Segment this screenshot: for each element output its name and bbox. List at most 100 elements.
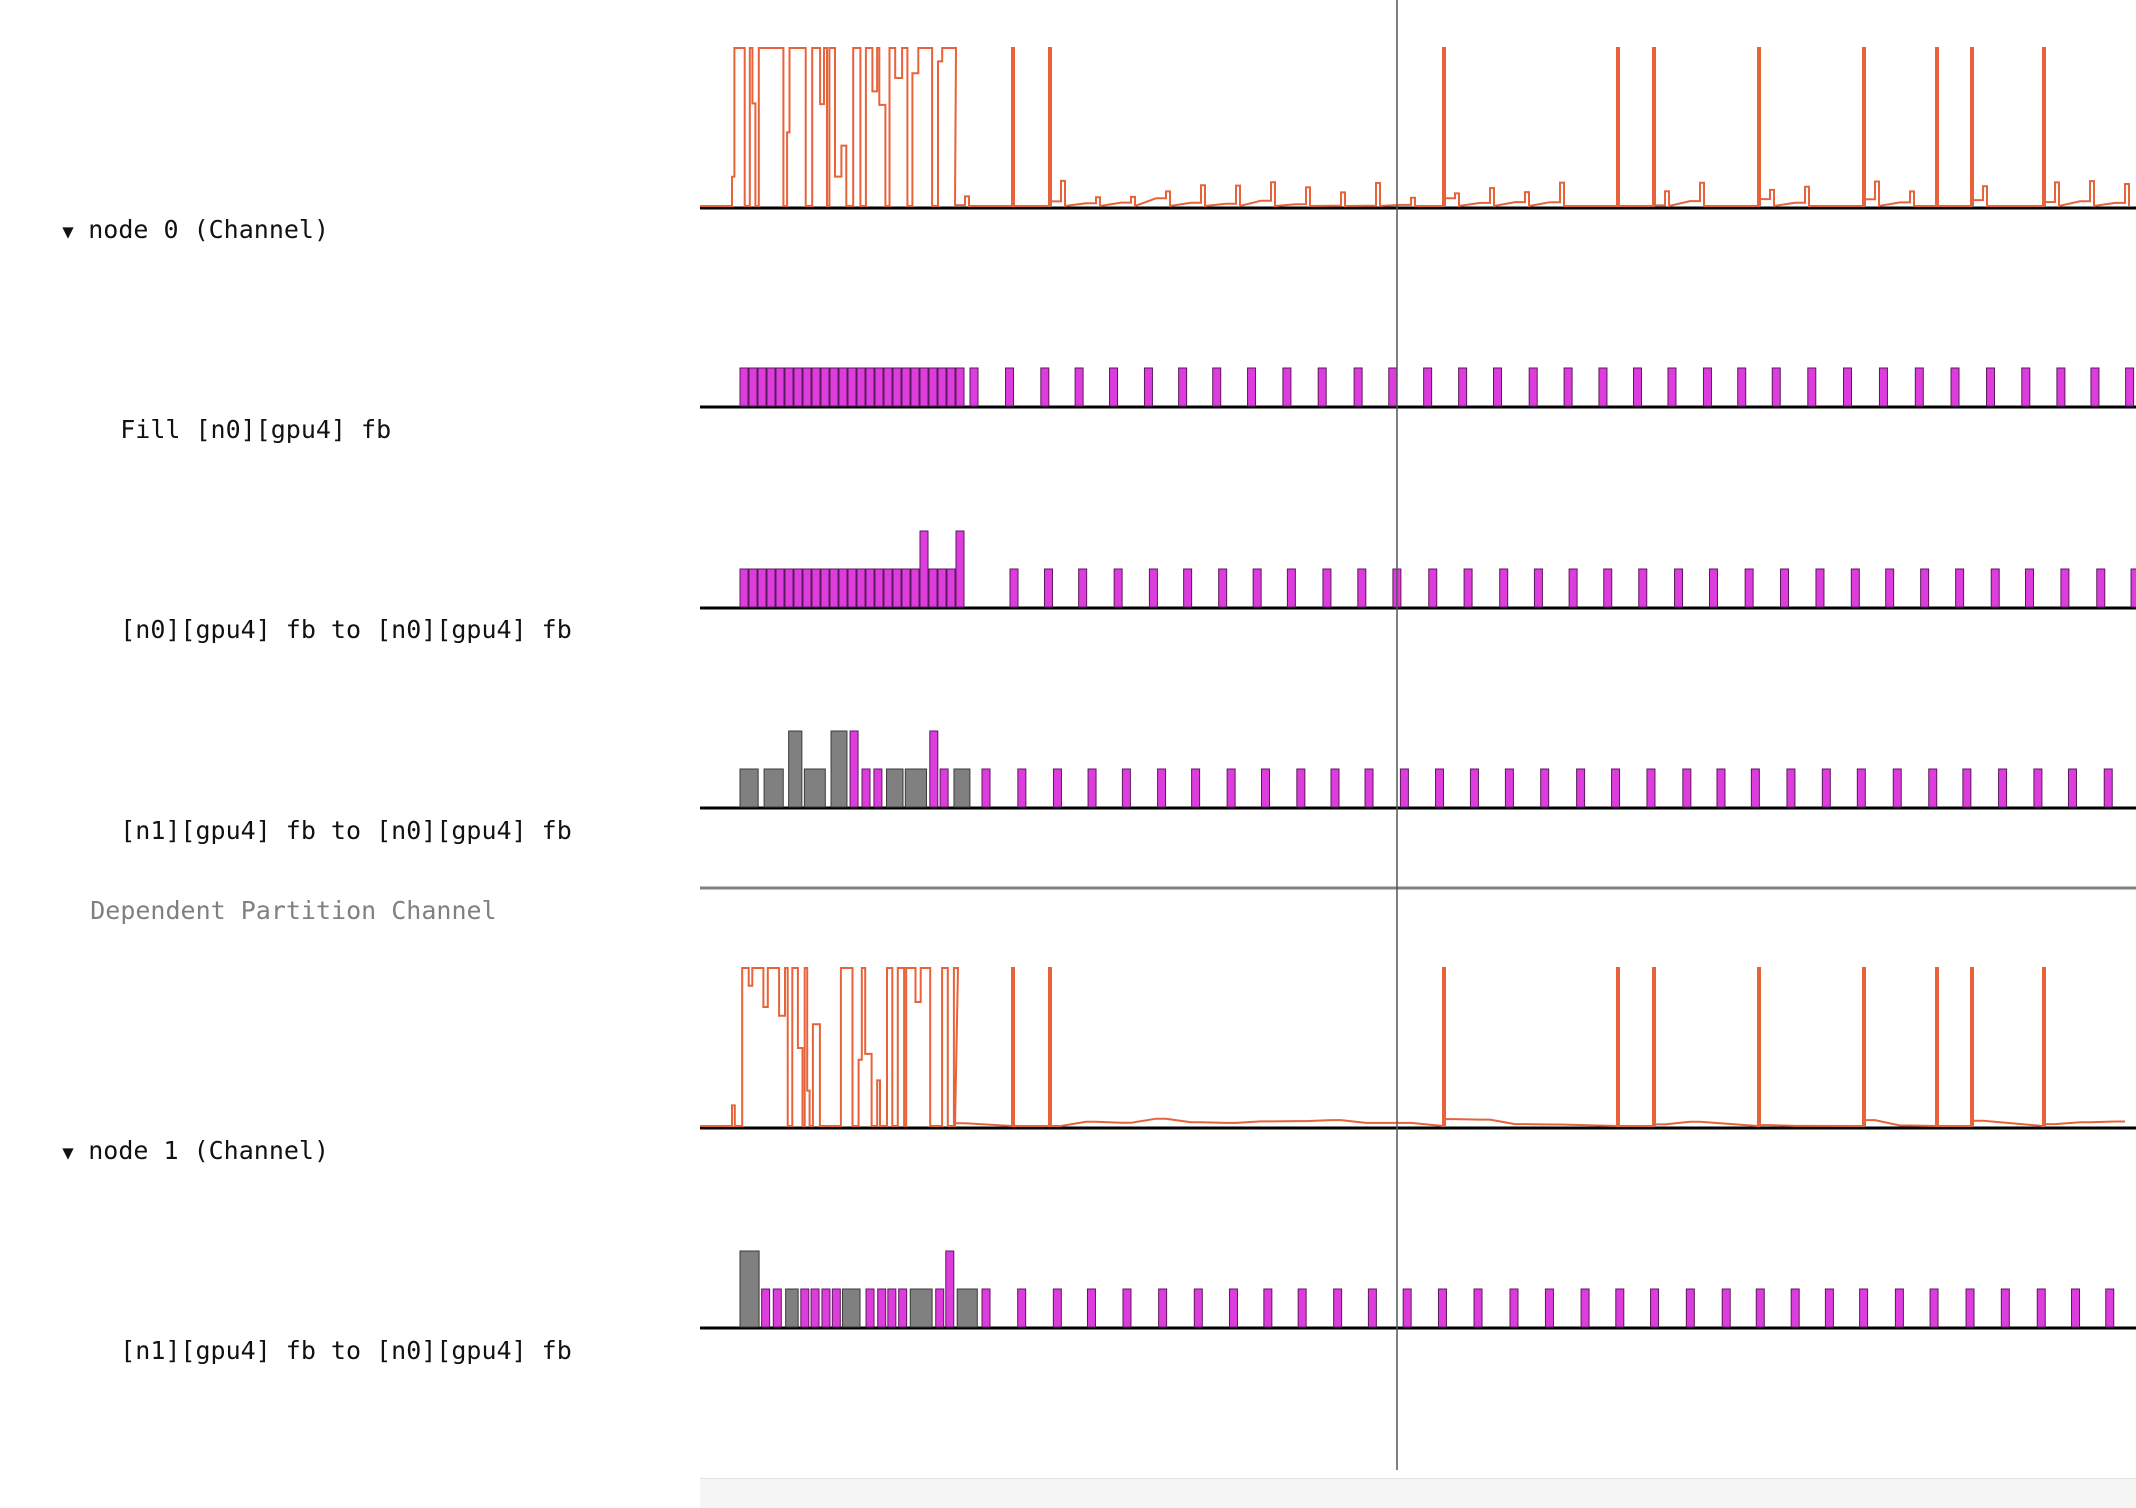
copy-bar [1638,568,1648,608]
copy-bar [2021,367,2031,407]
copy-bar [1086,1288,1096,1328]
copy-bar [1183,568,1193,608]
copy-bar [981,768,991,808]
copy-bar [1998,768,2008,808]
copy-bar [1990,568,2000,608]
copy-bar [1399,768,1409,808]
copy-bar [739,367,749,407]
copy-bar [892,568,902,608]
copy-bar [1402,1288,1412,1328]
copy-bar [937,367,947,407]
copy-bar [887,1288,897,1328]
horizontal-scrollbar[interactable] [700,1478,2136,1508]
copy-bar [757,367,767,407]
copy-bar [1650,1288,1660,1328]
copy-bar [865,568,875,608]
copy-bar [1473,1288,1483,1328]
copy-bar [883,568,893,608]
copy-bar [1148,568,1158,608]
copy-bar [955,530,965,608]
copy-bar [784,568,794,608]
channel-row-n1-to-n0[interactable]: [n1][gpu4] fb to [n0][gpu4] fb [60,786,572,876]
copy-bar [955,367,965,407]
copy-bar [1611,768,1621,808]
copy-bar [1603,568,1613,608]
copy-bar [748,568,758,608]
copy-bar [1509,1288,1519,1328]
copy-bar [1544,1288,1554,1328]
copy-bar [874,568,884,608]
copy-bar [1121,768,1131,808]
copy-bar [901,568,911,608]
copy-bar [775,367,785,407]
copy-bar [946,568,956,608]
copy-bar [838,367,848,407]
copy-bar [1540,768,1550,808]
copy-bar [1780,568,1790,608]
copy-bar [1568,568,1578,608]
copy-bar [1878,367,1888,407]
copy-bar [1143,367,1153,407]
copy-bar [1005,367,1015,407]
copy-bar [1113,568,1123,608]
copy-bar [1260,768,1270,808]
copy-bar [909,1288,933,1328]
copy-bar [939,768,949,808]
copy-bar [969,367,979,407]
copy-bar [1178,367,1188,407]
copy-bar [739,568,749,608]
copy-bar [1158,1288,1168,1328]
copy-bar [865,1288,875,1328]
copy-bar [1437,1288,1447,1328]
copy-bar [830,730,848,808]
copy-bar [873,768,883,808]
copy-bar [1286,568,1296,608]
copy-bar [1388,367,1398,407]
copy-bar [1986,367,1996,407]
copy-bar [1247,367,1257,407]
copy-bar [956,1288,978,1328]
group-row-node-1[interactable]: ▼ node 1 (Channel) [2,1106,329,1198]
copy-bar [1563,367,1573,407]
copy-bar [1052,1288,1062,1328]
triangle-down-icon[interactable]: ▼ [62,1142,74,1164]
group-row-label: node 1 (Channel) [88,1136,330,1165]
copy-bar [1228,1288,1238,1328]
copy-bar [763,768,784,808]
copy-bar [1965,1288,1975,1328]
copy-bar [1499,568,1509,608]
channel-row-n0-to-n0[interactable]: [n0][gpu4] fb to [n0][gpu4] fb [60,585,572,675]
copy-bar [1737,367,1747,407]
copy-bar [829,367,839,407]
copy-bar [1667,367,1677,407]
copy-bar [883,367,893,407]
copy-bar [1920,568,1930,608]
group-row-node-0[interactable]: ▼ node 0 (Channel) [2,185,329,277]
copy-bar [1357,568,1367,608]
copy-bar [1682,768,1692,808]
copy-bar [919,367,929,407]
channel-row-label: [n1][gpu4] fb to [n0][gpu4] fb [120,816,572,845]
channel-row-fill-n0-gpu4[interactable]: Fill [n0][gpu4] fb [60,385,391,475]
copy-bar [2060,568,2070,608]
copy-bar [739,1250,760,1328]
copy-bar [1885,568,1895,608]
copy-bar [748,367,758,407]
copy-bar [1087,768,1097,808]
copy-bar [847,568,857,608]
copy-bar [1263,1288,1273,1328]
channel-row-label: Fill [n0][gpu4] fb [120,415,392,444]
copy-bar [946,367,956,407]
copy-bar [1017,768,1027,808]
utilization-line-node-1 [700,967,2125,1128]
copy-bar [910,367,920,407]
triangle-down-icon[interactable]: ▼ [62,221,74,243]
copy-bar [901,367,911,407]
copy-bar [1353,367,1363,407]
channel-row-n1-to-n0-node1[interactable]: [n1][gpu4] fb to [n0][gpu4] fb [60,1306,572,1396]
copy-bar [874,367,884,407]
copy-bar [1317,367,1327,407]
copy-bar [2036,1288,2046,1328]
copy-bar [1955,568,1965,608]
